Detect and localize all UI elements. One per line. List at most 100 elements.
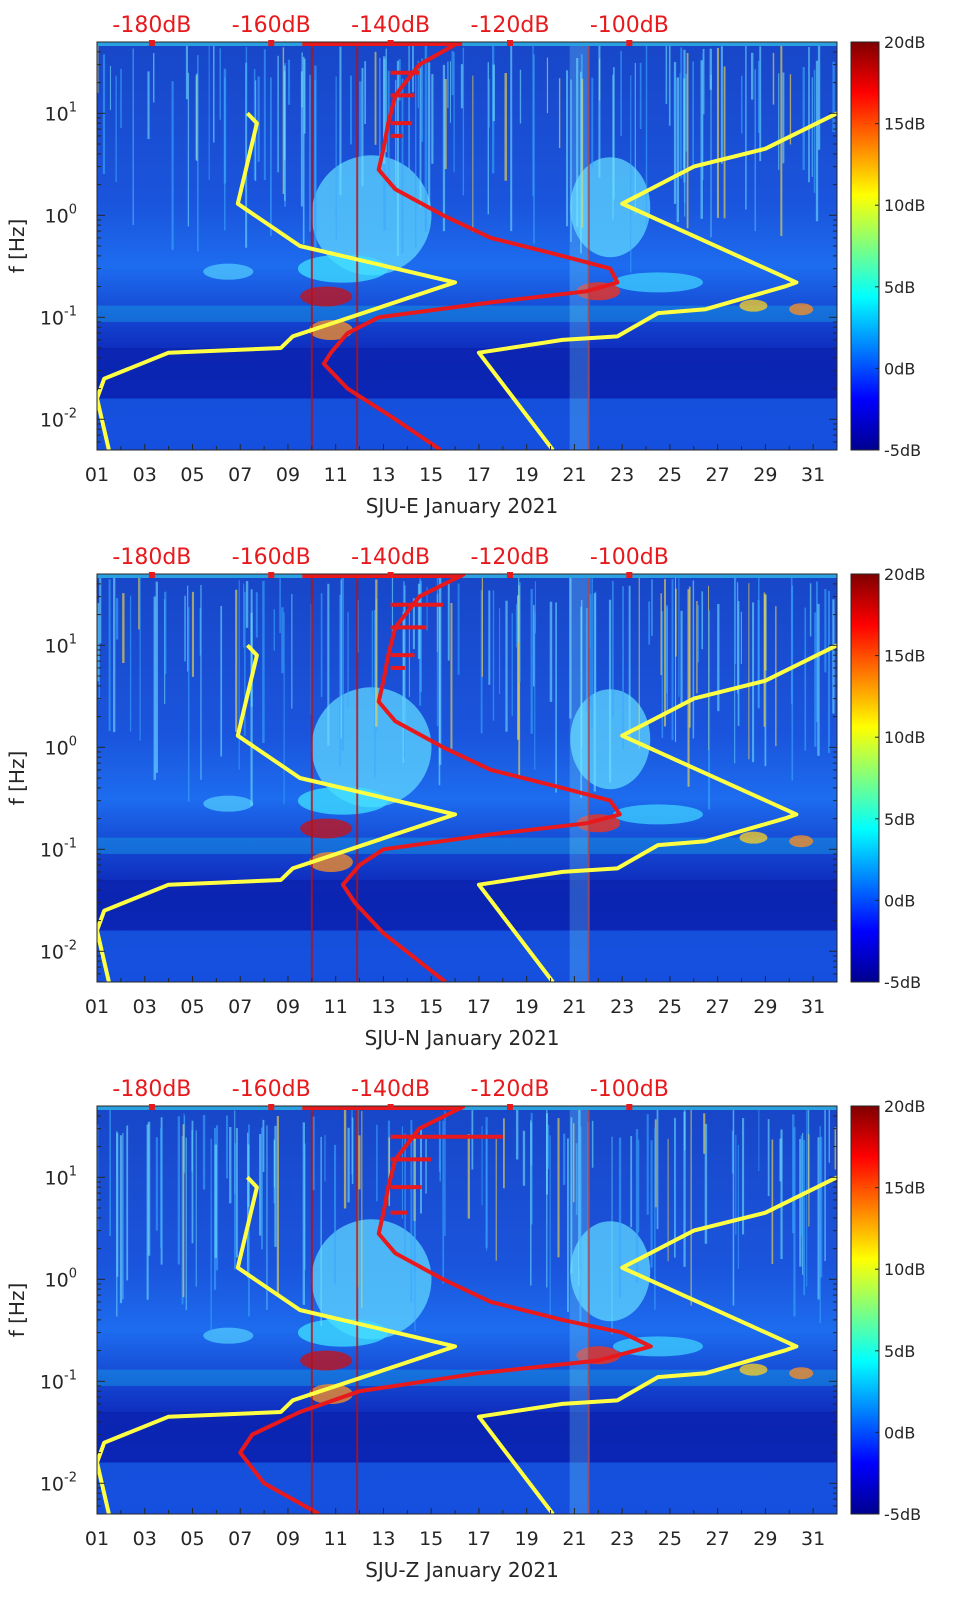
energy-blob xyxy=(739,1363,768,1376)
db-tick xyxy=(387,40,394,46)
y-axis-label: f [Hz] xyxy=(5,1283,29,1338)
energy-blob xyxy=(612,272,703,293)
colorbar-label: 0dB xyxy=(884,359,915,378)
db-tick xyxy=(268,572,275,578)
x-tick-label: 05 xyxy=(180,464,204,486)
y-tick-label: 10-2 xyxy=(40,1470,77,1495)
db-tick xyxy=(506,1104,513,1110)
db-tick-label: -100dB xyxy=(590,545,669,570)
series-1-line xyxy=(476,643,837,982)
bright-band xyxy=(569,42,590,450)
x-tick-label: 25 xyxy=(658,464,682,486)
x-tick-label: 03 xyxy=(133,464,157,486)
energy-blob xyxy=(308,320,353,341)
energy-blob xyxy=(739,299,768,312)
y-tick-label: 101 xyxy=(45,1164,77,1189)
y-tick-label: 100 xyxy=(45,1266,77,1291)
colorbar xyxy=(850,1105,880,1515)
db-tick-label: -160dB xyxy=(232,1077,311,1102)
db-tick-label: -100dB xyxy=(590,13,669,38)
x-tick-label: 21 xyxy=(562,464,586,486)
energy-blob xyxy=(300,286,353,307)
colorbar-label: -5dB xyxy=(884,973,921,992)
x-tick-label: 27 xyxy=(706,1528,730,1550)
y-axis-label: f [Hz] xyxy=(5,219,29,274)
series-0-line xyxy=(97,111,458,450)
db-tick-label: -120dB xyxy=(470,1077,549,1102)
db-tick xyxy=(148,1104,155,1110)
series-0-line xyxy=(97,643,458,982)
x-tick-label: 03 xyxy=(133,1528,157,1550)
colorbar-label: 0dB xyxy=(884,1423,915,1442)
series-1-line xyxy=(476,1175,837,1514)
db-tick-label: -180dB xyxy=(112,1077,191,1102)
x-tick-label: 25 xyxy=(658,996,682,1018)
low-band xyxy=(97,398,837,450)
db-tick xyxy=(387,572,394,578)
x-tick-label: 11 xyxy=(324,996,348,1018)
x-tick-label: 03 xyxy=(133,996,157,1018)
db-tick-label: -180dB xyxy=(112,545,191,570)
x-tick-label: 07 xyxy=(228,996,252,1018)
x-tick-label: 23 xyxy=(610,1528,634,1550)
colorbar-label: 20dB xyxy=(884,33,926,52)
microseism-band xyxy=(97,1369,837,1386)
y-tick-label: 100 xyxy=(45,734,77,759)
colorbar-label: 5dB xyxy=(884,1342,915,1361)
colorbar-label: 0dB xyxy=(884,891,915,910)
db-tick xyxy=(268,1104,275,1110)
y-tick-label: 10-1 xyxy=(40,304,77,329)
energy-blob xyxy=(203,1327,254,1344)
top-strip xyxy=(97,42,837,46)
series-2-line xyxy=(238,1106,653,1514)
energy-blob xyxy=(311,1219,432,1340)
energy-blob xyxy=(300,818,353,839)
db-tick-label: -140dB xyxy=(351,13,430,38)
x-axis-label: SJU-N January 2021 xyxy=(365,1026,560,1050)
y-tick-label: 100 xyxy=(45,202,77,227)
x-tick-label: 09 xyxy=(276,1528,300,1550)
colorbar-label: 5dB xyxy=(884,278,915,297)
x-tick-label: 17 xyxy=(467,1528,491,1550)
x-tick-label: 09 xyxy=(276,464,300,486)
energy-blob xyxy=(570,1221,651,1322)
y-tick-label: 10-2 xyxy=(40,406,77,431)
energy-blob xyxy=(308,852,353,873)
x-tick-label: 15 xyxy=(419,1528,443,1550)
x-tick-label: 01 xyxy=(85,1528,109,1550)
x-tick-label: 27 xyxy=(706,996,730,1018)
x-tick-label: 13 xyxy=(371,464,395,486)
x-tick-label: 29 xyxy=(753,996,777,1018)
db-tick xyxy=(626,572,633,578)
x-tick-label: 31 xyxy=(801,464,825,486)
spectrogram-area xyxy=(97,42,837,450)
colorbar xyxy=(850,573,880,983)
y-tick-label: 10-1 xyxy=(40,1368,77,1393)
x-tick-label: 17 xyxy=(467,996,491,1018)
x-tick-label: 09 xyxy=(276,996,300,1018)
db-tick-label: -120dB xyxy=(470,545,549,570)
energy-blob xyxy=(789,303,814,316)
db-tick xyxy=(506,572,513,578)
low-band xyxy=(97,930,837,982)
db-tick xyxy=(387,1104,394,1110)
spectrogram-panel-z: 01 03 05 07 09 11 13 15 17 19 21 23 25 27 29 31 -180dB -1… xyxy=(5,1077,926,1582)
x-tick-label: 25 xyxy=(658,1528,682,1550)
x-tick-label: 17 xyxy=(467,464,491,486)
x-tick-label: 11 xyxy=(324,464,348,486)
bright-band xyxy=(569,1106,590,1514)
spectrogram-panel-n: 01 03 05 07 09 11 13 15 17 19 21 23 25 27 29 31 -180dB -1… xyxy=(5,545,926,1050)
top-strip xyxy=(97,1106,837,1110)
microseism-band xyxy=(97,305,837,322)
x-tick-label: 15 xyxy=(419,996,443,1018)
energy-blob xyxy=(300,1350,353,1371)
colorbar-label: 10dB xyxy=(884,196,926,215)
series-1-line xyxy=(476,111,837,450)
colorbar-label: 20dB xyxy=(884,565,926,584)
x-tick-label: 05 xyxy=(180,996,204,1018)
db-tick-label: -140dB xyxy=(351,545,430,570)
y-tick-label: 101 xyxy=(45,100,77,125)
colorbar-label: 15dB xyxy=(884,115,926,134)
x-tick-label: 19 xyxy=(515,1528,539,1550)
